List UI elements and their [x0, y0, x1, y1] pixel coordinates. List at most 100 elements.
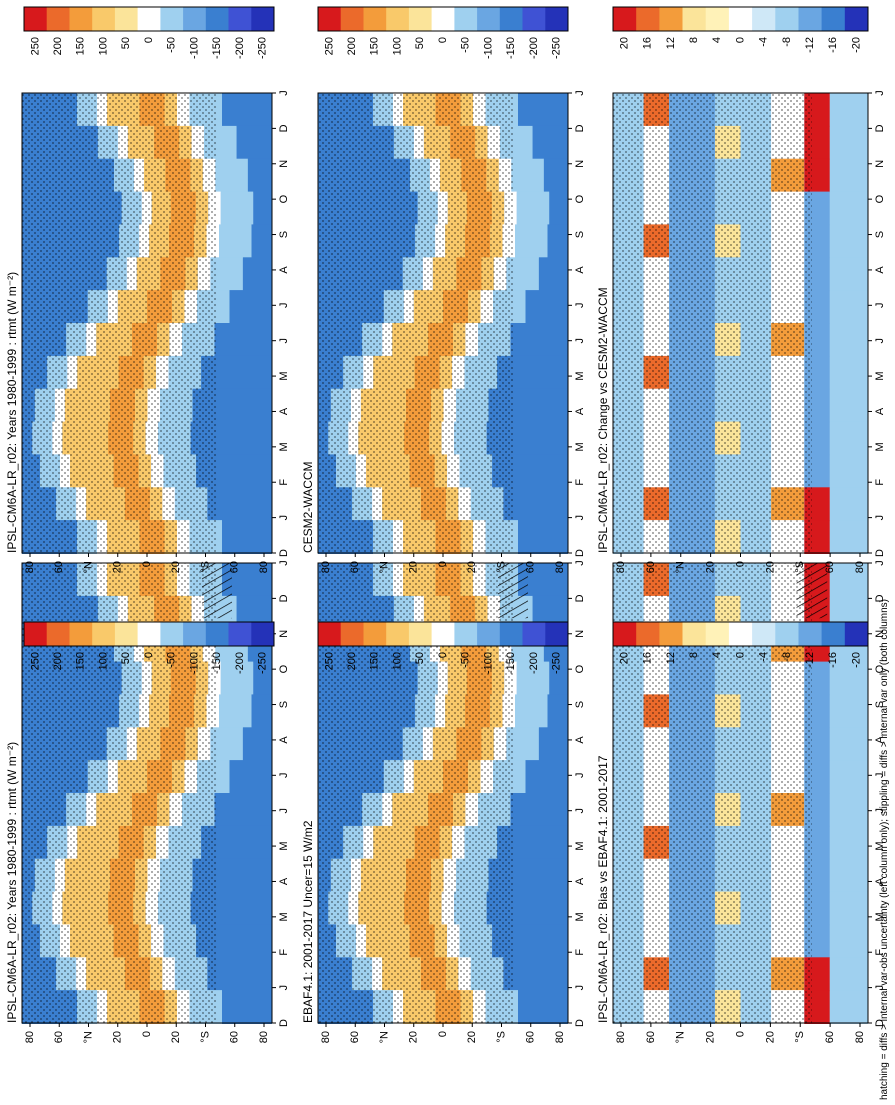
month-tick-label: N	[278, 160, 290, 168]
colorbar-swatch	[477, 622, 501, 646]
colorbar-label: 200	[346, 37, 358, 55]
colorbar-label: 16	[642, 37, 654, 49]
lat-tick-label: 20	[408, 561, 420, 573]
contour-band	[510, 793, 568, 827]
month-tick-label: S	[278, 701, 290, 708]
lat-tick-label: °S	[794, 1031, 806, 1043]
colorbar-label: -150	[505, 652, 517, 674]
contour-band	[525, 290, 568, 324]
colorbar-label: 250	[29, 37, 41, 55]
month-tick-label: J	[874, 560, 886, 566]
contour-band	[222, 520, 272, 554]
contour-band	[829, 990, 869, 1024]
month-tick-label: A	[278, 407, 290, 415]
contour-band	[829, 323, 869, 357]
lat-tick-label: 60	[53, 1031, 65, 1043]
contour-band	[829, 158, 869, 193]
colorbar-label: -200	[528, 652, 540, 674]
month-tick-label: O	[874, 664, 886, 673]
month-tick-label: O	[278, 194, 290, 203]
colorbar-label: 50	[414, 37, 426, 49]
colorbar-swatch	[821, 622, 846, 646]
lat-tick-label: 20	[705, 1031, 717, 1043]
colorbar-label: 100	[97, 652, 109, 670]
month-tick-label: A	[574, 266, 586, 274]
colorbar-swatch	[821, 7, 846, 31]
colorbar-swatch	[137, 622, 161, 646]
contour-band	[829, 793, 869, 827]
contour-band	[518, 990, 568, 1024]
month-tick-label: D	[278, 594, 290, 602]
colorbar-swatch	[844, 7, 869, 31]
colorbar-label: 250	[29, 652, 41, 670]
colorbar-label: -250	[257, 652, 269, 674]
colorbar-label: -12	[804, 652, 816, 668]
contour-band	[829, 125, 869, 160]
contour-band	[214, 793, 272, 827]
month-tick-label: D	[574, 549, 586, 557]
colorbar-swatch	[228, 7, 252, 31]
colorbar-frame	[317, 6, 569, 32]
month-tick-label: J	[574, 985, 586, 991]
panel-title: EBAF4.1: 2001-2017 Uncer=15 W/m2	[301, 820, 315, 1023]
colorbar-label: 150	[75, 652, 87, 670]
colorbar-swatch	[69, 622, 93, 646]
contour-band	[242, 257, 272, 292]
contour-band	[214, 323, 272, 357]
lat-tick-label: 60	[645, 561, 657, 573]
colorbar-swatch	[228, 622, 252, 646]
month-tick-label: M	[874, 912, 886, 921]
month-tick-label: J	[574, 773, 586, 779]
month-tick-label: A	[574, 736, 586, 744]
colorbar-swatch	[545, 622, 569, 646]
lat-tick-label: 80	[854, 1031, 866, 1043]
colorbar-frame	[612, 621, 869, 647]
lat-tick-label: 60	[229, 1031, 241, 1043]
month-tick-label: D	[574, 1019, 586, 1027]
month-tick-label: A	[574, 407, 586, 415]
colorbar-swatch	[318, 622, 342, 646]
month-tick-label: A	[278, 877, 290, 885]
contour-band	[547, 694, 568, 729]
contour-band	[518, 520, 568, 554]
colorbar-swatch	[205, 7, 229, 31]
stippling	[22, 93, 217, 553]
colorbar-swatch	[408, 7, 433, 31]
lat-tick-label: 80	[320, 561, 332, 573]
lat-tick-label: 80	[24, 1031, 36, 1043]
lat-tick-label: °N	[675, 561, 687, 573]
colorbar-label: 200	[346, 652, 358, 670]
colorbar-label: 0	[143, 652, 155, 658]
contour-band	[515, 694, 548, 729]
contour-band	[829, 520, 869, 554]
contour-band	[829, 290, 869, 324]
contour-band	[829, 760, 869, 794]
colorbar-label: 8	[688, 37, 700, 43]
colorbar-swatch	[431, 7, 455, 31]
month-tick-label: J	[574, 338, 586, 344]
month-tick-label: J	[278, 773, 290, 779]
month-tick-label: A	[874, 266, 886, 274]
colorbar-label: 0	[734, 652, 746, 658]
contour-band	[829, 421, 869, 456]
colorbar-swatch	[499, 7, 523, 31]
lat-tick-label: 0	[141, 561, 153, 567]
contour-band	[251, 694, 272, 729]
lat-tick-label: 80	[320, 1031, 332, 1043]
colorbar-swatch	[386, 622, 410, 646]
colorbar-swatch	[659, 7, 684, 31]
colorbar-label: -8	[781, 37, 793, 47]
lat-tick-label: °S	[495, 561, 507, 573]
colorbar-swatch	[318, 7, 342, 31]
month-tick-label: M	[574, 841, 586, 850]
colorbar-label: 4	[711, 652, 723, 658]
contour-band	[829, 191, 869, 226]
contour-band	[829, 563, 869, 597]
contour-band	[215, 158, 248, 193]
month-tick-label: J	[574, 303, 586, 309]
month-tick-label: D	[278, 1019, 290, 1027]
colorbar-label: -100	[188, 652, 200, 674]
month-tick-label: F	[278, 949, 290, 956]
